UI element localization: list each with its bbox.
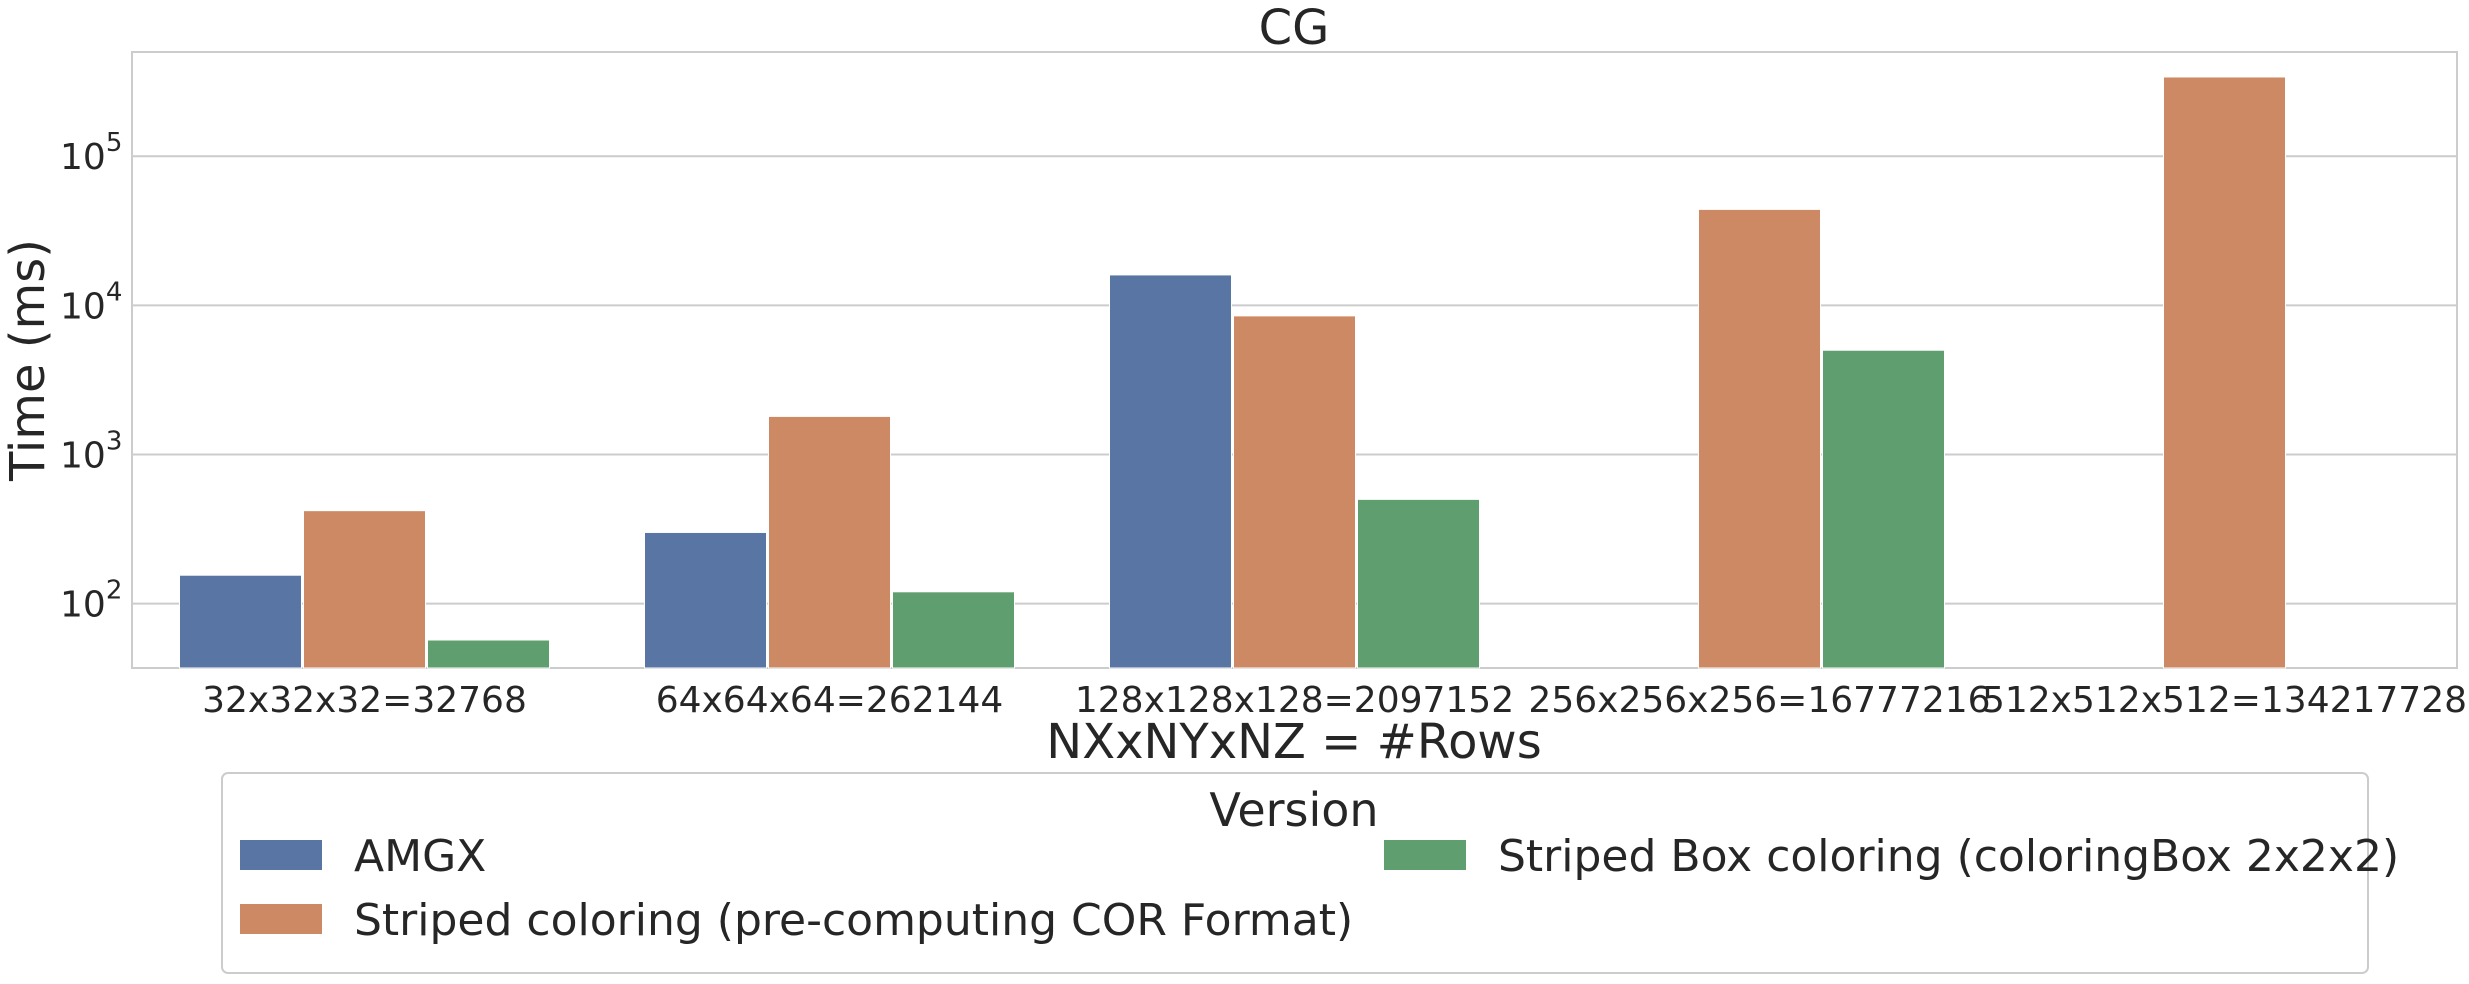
bars [179,76,2286,669]
bar [1698,208,1821,669]
bar [1357,498,1480,669]
bar [892,591,1015,669]
legend-entries: AMGX Striped coloring (pre-computing COR … [240,831,2399,946]
bar [1109,274,1232,669]
legend-frame [221,772,2369,974]
bar [768,415,891,669]
x-tick-label: 32x32x32=32768 [202,680,527,721]
legend-label: AMGX [354,831,486,882]
bar [427,639,550,669]
legend-title: Version [1209,783,1378,837]
y-tick-label: 102 [60,576,122,626]
bar [2163,76,2286,669]
legend-swatch [1384,840,1466,870]
y-tick-labels: 102 103 104 105 [60,128,122,625]
x-axis-label: NXxNYxNZ = #Rows [1046,714,1541,770]
legend-swatch [240,904,322,934]
bar [303,510,426,669]
y-tick-label: 103 [60,426,122,476]
bar [179,574,302,669]
legend-swatch [240,840,322,870]
y-tick-label: 104 [60,277,122,327]
x-tick-label: 64x64x64=262144 [656,680,1004,721]
legend-label: Striped Box coloring (coloringBox 2x2x2) [1498,831,2399,882]
legend: Version AMGX Striped coloring (pre-comput… [221,772,2399,974]
x-tick-label: 256x256x256=16777216 [1528,680,1990,721]
x-tick-label: 128x128x128=2097152 [1075,680,1514,721]
bar [1822,349,1945,669]
legend-label: Striped coloring (pre-computing COR Form… [354,895,1353,946]
y-axis-label: Time (ms) [0,239,56,482]
bar [1233,315,1356,669]
chart-title: CG [1259,0,1330,56]
x-tick-label: 512x512x512=134217728 [1982,680,2467,721]
x-tick-labels: 32x32x32=32768 64x64x64=262144 128x128x128… [202,680,2467,721]
y-tick-label: 105 [60,128,122,178]
bar [644,531,767,669]
